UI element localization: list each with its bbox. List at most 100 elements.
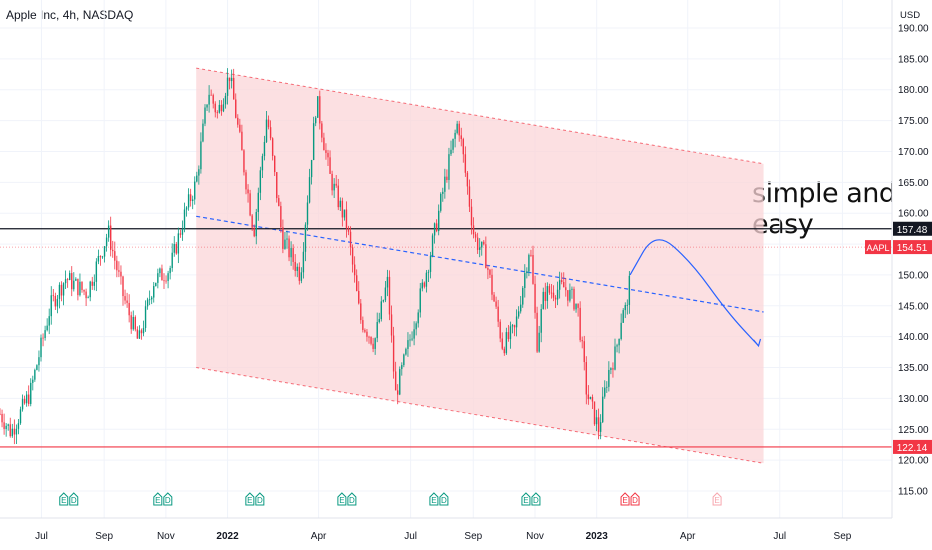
candle-body [132,316,134,330]
candle-body [25,394,28,404]
candle-body [376,322,378,339]
candle-body [472,225,475,235]
candle-body [552,292,555,298]
candle-body [448,154,450,180]
x-tick-label: Jul [35,531,48,542]
candle-body [614,346,616,370]
level-tag-label: 122.14 [897,443,928,454]
candle-body [339,200,341,208]
candle-body [456,123,458,133]
candle-body [165,280,167,282]
candle-body [36,365,38,370]
candle-body [185,207,188,210]
candle-body [271,138,274,156]
candle-body [583,341,585,363]
candle-body [360,303,362,321]
candle-body [265,119,268,142]
candle-body [476,237,479,250]
y-tick-label: 135.00 [898,363,929,374]
candle-body [44,330,46,339]
price-axis: USD 115.00 120.00 125.00 130.00 135.00 140.00 1… [865,0,932,550]
candle-body [364,329,366,332]
candle-body [356,275,358,291]
candle-body [286,238,288,240]
x-tick-label: Sep [95,531,113,542]
candle-body [237,117,239,125]
candle-body [282,227,284,249]
earnings-icon [712,492,722,506]
candle-body [206,104,208,108]
candle-body [167,273,169,282]
candle-body [333,183,335,191]
candle-body [610,368,612,370]
candle-body [536,312,538,352]
candle-body [97,255,100,262]
earnings-icon [337,492,347,506]
candle-body [438,210,440,232]
candle-body [204,107,206,124]
candle-body [491,274,493,295]
candle-body [394,371,397,391]
level-tag [893,221,932,236]
candle-body [442,191,444,194]
candle-body [308,177,311,203]
symbol-tag [865,240,891,255]
candle-body [21,398,24,410]
candle-body [347,227,350,232]
x-tick-label: Apr [311,531,327,542]
candle-body [495,301,497,307]
candle-body [620,322,622,339]
candle-body [460,135,462,140]
candle-body [69,273,71,281]
candle-body [56,298,59,307]
channel-mid-line [196,215,764,313]
candle-body [429,255,432,272]
candle-body [411,338,413,340]
candle-body [302,251,305,273]
candle-body [122,276,124,297]
candle-body [120,271,122,277]
candle-body [224,95,227,105]
candle-body [565,287,567,291]
candle-body [470,206,473,226]
candle-body [187,194,190,208]
level-tag-label: 157.48 [897,225,928,236]
candle-body [99,255,102,258]
candle-body [440,193,442,211]
earnings-icon [59,492,69,506]
candle-body [353,264,356,276]
candle-body [161,268,163,281]
candle-body [214,103,216,113]
candle-body [569,289,571,301]
candle-body [198,169,200,176]
candle-body [146,299,149,307]
candle-body [435,223,438,232]
candle-body [130,315,132,330]
candle-body [157,273,159,283]
candle-body [103,246,106,257]
symbol-tag-label: AAPL [866,243,889,253]
candle-body [134,316,136,330]
event-letter: D [257,496,263,505]
candle-body [515,316,518,328]
candle-body [487,268,489,270]
candle-body [189,194,192,201]
candle-body [466,172,469,187]
event-letter: E [431,496,436,505]
candle-body [151,297,153,300]
candle-body [386,276,389,288]
candle-body [343,209,346,218]
candle-body [528,254,530,272]
candle-body [589,396,592,400]
level-tag [893,439,932,454]
last-price-tag [893,240,932,255]
candle-body [239,124,241,132]
candle-body [563,282,565,288]
candle-body [288,238,290,258]
candle-body [483,241,485,245]
price-axis-bg [892,0,932,550]
candle-body [626,304,628,306]
regression-channel [196,67,764,464]
candle-body [249,193,251,216]
